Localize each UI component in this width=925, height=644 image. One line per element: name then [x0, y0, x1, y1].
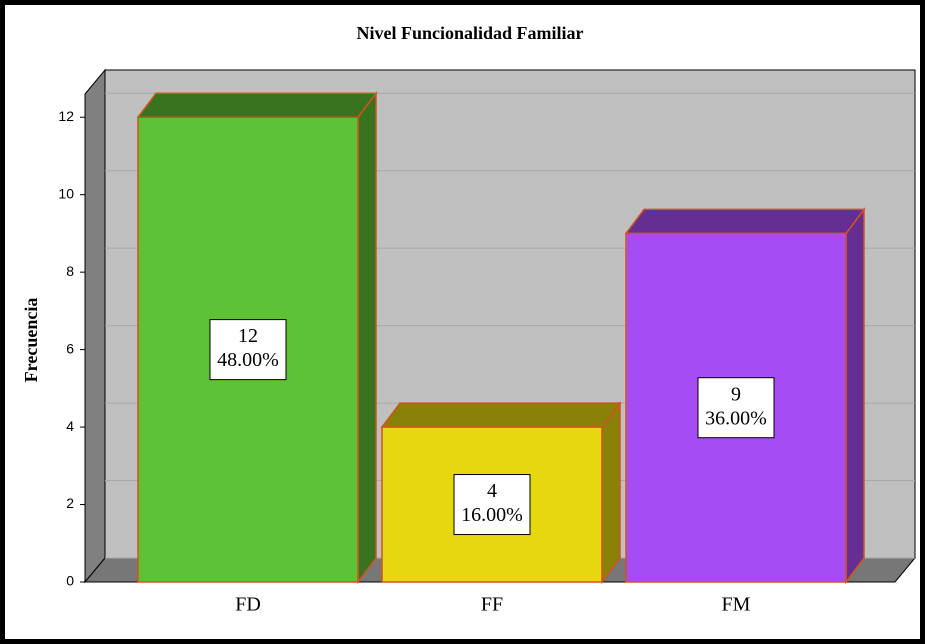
bar-top: [624, 208, 866, 235]
y-tick-label: 2: [66, 495, 74, 511]
y-tick-label: 4: [66, 418, 74, 434]
data-label: 4: [487, 480, 497, 502]
y-tick-label: 10: [58, 185, 74, 201]
y-tick-label: 0: [66, 573, 74, 589]
data-label-box: [453, 474, 531, 536]
bar-side: [601, 400, 621, 585]
bar-top: [136, 92, 378, 118]
y-tick-label: 12: [58, 108, 74, 124]
data-label: 16.00%: [461, 504, 523, 526]
y-axis-label: Frecuencia: [21, 298, 41, 383]
data-label: 48.00%: [217, 349, 279, 371]
y-tick-label: 6: [66, 340, 74, 356]
x-tick-label: FF: [481, 594, 503, 616]
bar-top: [380, 402, 622, 428]
data-label: 12: [238, 325, 258, 347]
x-tick-label: FD: [235, 594, 261, 616]
data-label-box: [697, 377, 775, 439]
data-label: 36.00%: [705, 407, 767, 429]
chart-title: Nivel Funcionalidad Familiar: [356, 23, 583, 43]
x-tick-label: FM: [722, 594, 751, 616]
bar-side: [845, 207, 865, 585]
bar-side: [357, 90, 377, 585]
data-label-box: [209, 319, 287, 381]
data-label: 9: [731, 383, 741, 405]
y-tick-label: 8: [66, 263, 74, 279]
left-wall: [84, 68, 106, 584]
